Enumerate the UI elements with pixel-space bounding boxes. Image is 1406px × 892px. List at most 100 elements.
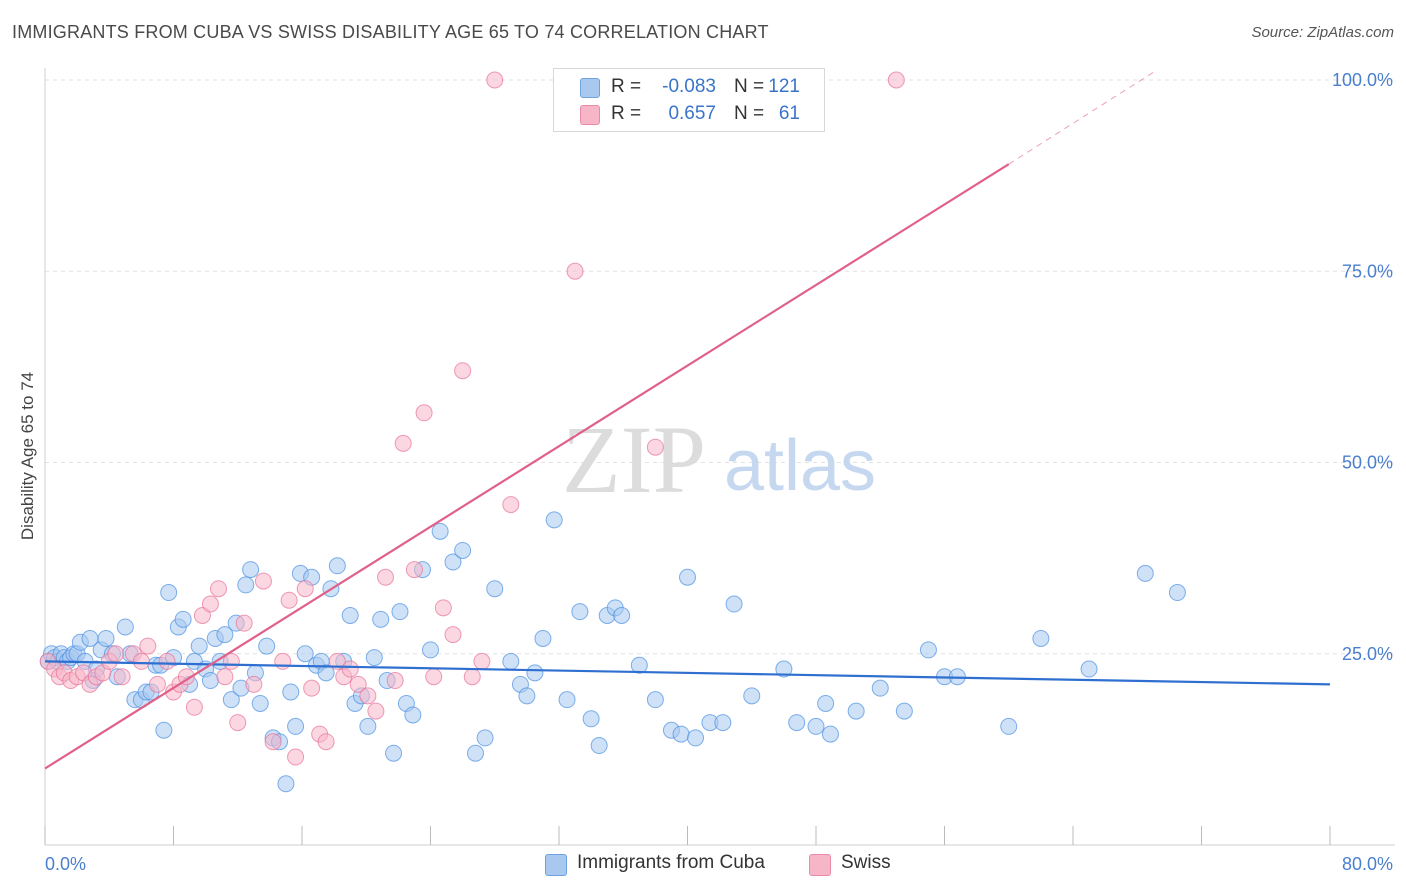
point-cuba — [476, 729, 494, 747]
point-cuba — [630, 656, 648, 674]
point-cuba — [116, 618, 134, 636]
legend-r-value: 0.657 — [668, 103, 716, 124]
point-cuba — [237, 576, 255, 594]
point-swiss — [274, 652, 292, 670]
point-cuba — [821, 725, 839, 743]
point-cuba — [788, 714, 806, 732]
point-swiss — [235, 614, 253, 632]
point-swiss — [566, 262, 584, 280]
point-cuba — [365, 649, 383, 667]
point-swiss — [296, 580, 314, 598]
point-cuba — [558, 691, 576, 709]
y-tick-label: 100.0% — [1332, 70, 1393, 90]
point-cuba — [391, 603, 409, 621]
point-cuba — [590, 737, 608, 755]
legend-swatch-cuba — [545, 854, 567, 876]
legend-swatch-cuba — [580, 78, 600, 98]
point-cuba — [895, 702, 913, 720]
point-cuba — [466, 744, 484, 762]
point-cuba — [534, 629, 552, 647]
watermark-atlas: atlas — [724, 426, 876, 506]
axes — [44, 68, 1395, 846]
point-cuba — [1136, 564, 1154, 582]
point-cuba — [725, 595, 743, 613]
point-cuba — [1032, 629, 1050, 647]
point-swiss — [201, 595, 219, 613]
point-swiss — [415, 404, 433, 422]
point-swiss — [463, 668, 481, 686]
point-swiss — [139, 637, 157, 655]
legend-row-swiss: R = 0.657 N = 61 — [554, 101, 824, 127]
point-swiss — [107, 645, 125, 663]
point-cuba — [646, 691, 664, 709]
point-swiss — [887, 71, 905, 89]
y-tick-label: 25.0% — [1342, 644, 1393, 664]
y-tick-label: 50.0% — [1342, 453, 1393, 473]
point-swiss — [405, 561, 423, 579]
point-cuba — [526, 664, 544, 682]
point-cuba — [328, 557, 346, 575]
point-swiss — [473, 652, 491, 670]
point-cuba — [201, 672, 219, 690]
point-cuba — [190, 637, 208, 655]
point-cuba — [871, 679, 889, 697]
point-cuba — [431, 522, 449, 540]
point-cuba — [518, 687, 536, 705]
point-cuba — [817, 694, 835, 712]
legend-n-label: N = — [734, 76, 765, 97]
legend-n-label: N = — [734, 103, 765, 124]
y-tick-label: 75.0% — [1342, 261, 1393, 281]
point-cuba — [1000, 717, 1018, 735]
point-swiss — [394, 434, 412, 452]
trend-line-swiss — [44, 163, 1010, 770]
point-cuba — [679, 568, 696, 586]
point-swiss — [113, 668, 131, 686]
point-swiss — [132, 652, 150, 670]
point-swiss — [216, 668, 234, 686]
point-cuba — [444, 553, 462, 571]
legend-swatch-swiss — [580, 105, 600, 125]
point-swiss — [209, 580, 227, 598]
legend-swatch-swiss — [809, 854, 831, 876]
point-cuba — [1168, 584, 1186, 602]
point-cuba — [251, 694, 269, 712]
point-swiss — [158, 652, 176, 670]
point-swiss — [280, 591, 298, 609]
legend-row-cuba: R = -0.083 N = 121 — [554, 74, 824, 100]
point-cuba — [216, 626, 234, 644]
point-swiss — [264, 733, 282, 751]
point-swiss — [425, 668, 443, 686]
trend-line-cuba — [44, 660, 1331, 686]
point-cuba — [571, 603, 589, 621]
point-cuba — [545, 511, 563, 529]
point-cuba — [422, 641, 439, 659]
point-cuba — [687, 729, 705, 747]
point-swiss — [386, 672, 404, 690]
point-cuba — [317, 664, 335, 682]
point-swiss — [229, 714, 247, 732]
point-swiss — [434, 599, 452, 617]
point-cuba — [160, 584, 178, 602]
legend-r-label: R = — [611, 76, 642, 97]
point-cuba — [287, 717, 305, 735]
tick-labels: 25.0% 50.0% 75.0% 100.0% 0.0% 80.0% — [45, 70, 1393, 874]
point-swiss — [317, 733, 335, 751]
source-credit: Source: ZipAtlas.com — [1251, 24, 1394, 41]
legend-label-cuba: Immigrants from Cuba — [577, 852, 765, 873]
point-cuba — [282, 683, 300, 701]
series-legend: Immigrants from Cuba Swiss — [0, 852, 1406, 878]
point-swiss — [254, 572, 272, 590]
point-swiss — [245, 675, 263, 693]
point-cuba — [1080, 660, 1098, 678]
point-cuba — [775, 660, 793, 678]
legend-r-value: -0.083 — [662, 76, 716, 97]
watermark: ZIP atlas — [562, 406, 876, 513]
point-cuba — [155, 721, 173, 739]
trend-lines — [44, 71, 1331, 770]
point-cuba — [486, 580, 504, 598]
point-cuba — [613, 607, 631, 624]
legend-n-value: 61 — [778, 103, 800, 124]
point-cuba — [372, 610, 390, 628]
point-cuba — [807, 717, 825, 735]
point-swiss — [185, 698, 203, 716]
